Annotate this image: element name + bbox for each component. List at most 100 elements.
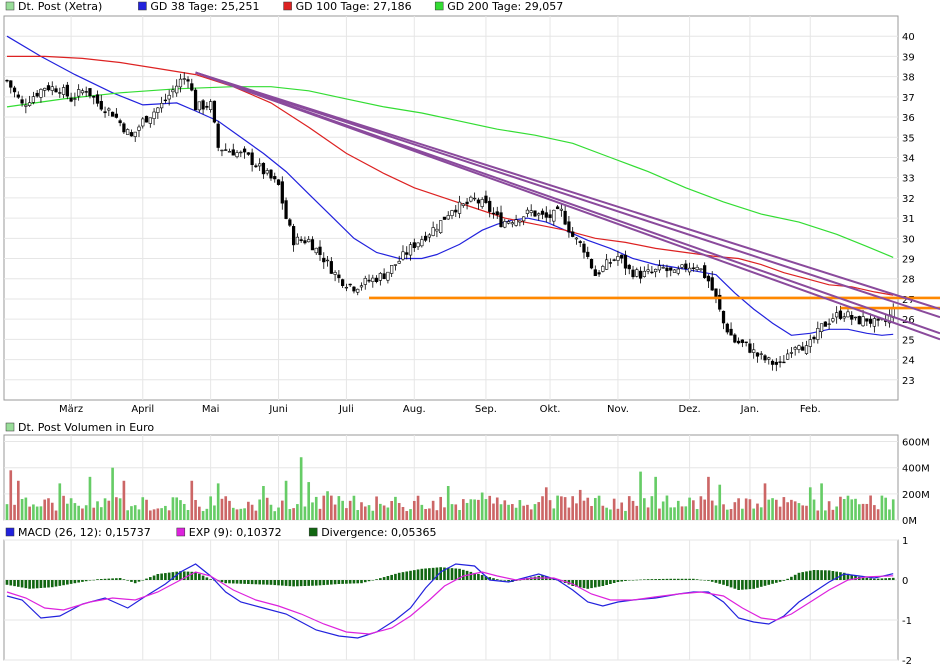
volume-bar: [665, 495, 669, 520]
candle-body: [382, 273, 386, 280]
divergence-bar: [32, 580, 35, 589]
candle-body: [254, 165, 258, 168]
divergence-bar: [152, 575, 156, 580]
divergence-bar: [156, 574, 160, 580]
volume-bar: [857, 504, 861, 520]
volume-bar: [175, 497, 179, 520]
candle-body: [28, 102, 32, 106]
divergence-bar: [654, 579, 657, 580]
divergence-bar: [409, 570, 412, 580]
candle-body: [280, 181, 284, 204]
legend-swatch: [5, 422, 15, 432]
candle-body: [397, 260, 401, 264]
divergence-bar: [775, 580, 778, 583]
volume-bar: [469, 499, 473, 520]
candle-body: [816, 328, 820, 340]
volume-bar: [133, 505, 137, 520]
y-tick-label: 24: [902, 356, 915, 367]
divergence-bar: [401, 572, 405, 580]
candle-body: [61, 87, 66, 95]
divergence-bar: [756, 580, 759, 588]
candle-body: [344, 286, 349, 289]
volume-bar: [888, 509, 891, 520]
candle-body: [631, 269, 635, 278]
candle-body: [420, 239, 424, 247]
divergence-bar: [194, 572, 197, 580]
candlesticks: [5, 72, 895, 372]
candle-body: [529, 210, 533, 213]
volume-bar: [499, 504, 503, 520]
divergence-bar: [345, 580, 348, 584]
candle-body: [703, 265, 707, 278]
volume-bar: [284, 480, 288, 520]
candle-body: [386, 271, 390, 281]
candle-body: [687, 267, 692, 273]
volume-bar: [725, 509, 729, 520]
divergence-bar: [284, 580, 288, 586]
candle-body: [99, 100, 103, 110]
legend-swatch: [176, 527, 186, 537]
divergence-bar: [243, 580, 246, 584]
volume-bar: [820, 483, 823, 520]
volume-bar: [733, 502, 737, 520]
volume-bar: [137, 509, 141, 520]
candle-body: [246, 152, 250, 155]
macd-series-line: [6, 563, 894, 639]
divergence-bar: [571, 580, 574, 586]
divergence-bar: [107, 578, 111, 580]
candle-body: [597, 272, 601, 275]
volume-bar: [99, 507, 103, 520]
volume-bar: [808, 487, 812, 520]
x-tick-label: Jan.: [740, 404, 760, 415]
divergence-bar: [763, 580, 767, 586]
divergence-bar: [880, 578, 884, 580]
volume-bar: [179, 500, 182, 520]
volume-bar: [680, 506, 684, 520]
price-plot-frame: [3, 15, 899, 401]
legend-swatch: [138, 1, 147, 11]
volume-bar: [277, 507, 280, 520]
candle-body: [92, 95, 96, 98]
volume-bar: [307, 482, 311, 520]
x-tick-label: April: [131, 404, 154, 415]
legend-swatch: [5, 1, 15, 11]
candle-body: [423, 235, 428, 241]
divergence-bar: [620, 580, 624, 582]
candle-body: [831, 318, 835, 322]
divergence-bar: [330, 580, 333, 585]
divergence-bar: [578, 580, 582, 588]
divergence-bar: [786, 578, 789, 580]
divergence-bar: [797, 572, 801, 580]
candle-body: [850, 315, 854, 320]
divergence-bar: [635, 579, 639, 581]
volume-bar: [495, 497, 499, 520]
volume-bar: [84, 505, 88, 520]
divergence-bar: [235, 580, 239, 584]
volume-bar: [379, 503, 382, 520]
candle-body: [578, 241, 582, 243]
divergence-bar: [454, 568, 458, 580]
candle-body: [325, 259, 330, 262]
candle-body: [31, 96, 36, 103]
candle-body: [861, 316, 865, 327]
volume-bar: [835, 506, 838, 520]
candle-body: [544, 212, 548, 218]
divergence-bar: [280, 580, 284, 586]
divergence-bar: [835, 571, 838, 580]
volume-bar: [32, 504, 35, 520]
candle-body: [801, 346, 805, 351]
volume-bar: [488, 495, 492, 520]
candle-body: [586, 251, 590, 257]
candle-body: [95, 94, 100, 104]
volume-bar: [209, 496, 212, 520]
divergence-bar: [699, 579, 703, 581]
candle-body: [359, 285, 364, 288]
divergence-bar: [790, 576, 793, 580]
divergence-bar: [333, 580, 337, 585]
candle-body: [348, 283, 352, 286]
volume-bar: [296, 504, 299, 520]
volume-bar: [409, 509, 412, 520]
candle-body: [193, 89, 198, 111]
candle-body: [329, 261, 333, 274]
candle-body: [506, 221, 511, 224]
